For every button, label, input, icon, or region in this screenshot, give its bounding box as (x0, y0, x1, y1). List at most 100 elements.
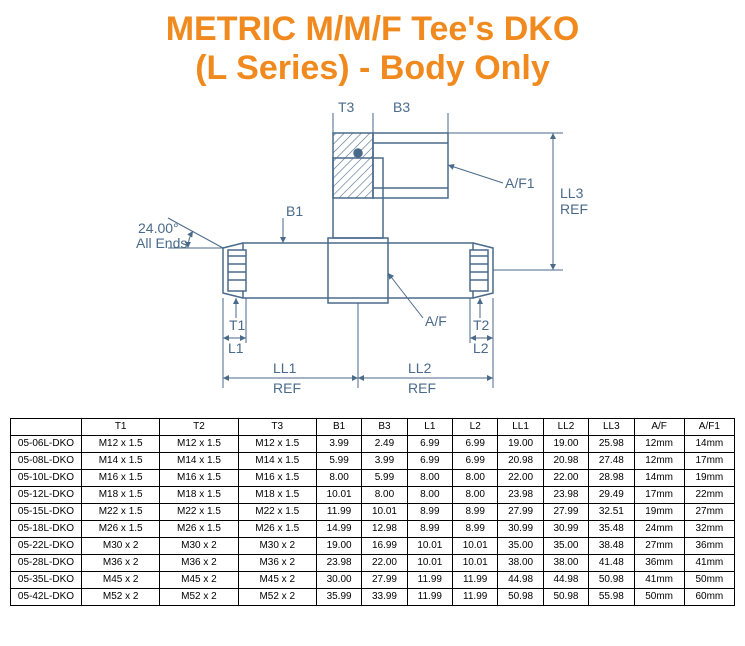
label-LL2-ref: REF (408, 380, 436, 396)
table-cell: M12 x 1.5 (160, 436, 238, 453)
table-cell: 22.00 (362, 555, 407, 572)
table-cell: 12.98 (362, 521, 407, 538)
table-row: 05-15L-DKOM22 x 1.5M22 x 1.5M22 x 1.511.… (11, 504, 735, 521)
table-cell: 8.00 (316, 470, 361, 487)
table-cell: 41.48 (589, 555, 634, 572)
table-cell: 10.01 (407, 555, 452, 572)
label-L1: L1 (228, 340, 244, 356)
table-cell: 20.98 (498, 453, 543, 470)
table-cell: M18 x 1.5 (238, 487, 316, 504)
table-cell: 8.00 (407, 470, 452, 487)
table-cell: 11.99 (453, 572, 498, 589)
table-cell: 05-08L-DKO (11, 453, 82, 470)
table-row: 05-42L-DKOM52 x 2M52 x 2M52 x 235.9933.9… (11, 589, 735, 606)
col-header: A/F1 (684, 419, 734, 436)
col-header: L2 (453, 419, 498, 436)
table-cell: 2.49 (362, 436, 407, 453)
col-header: LL2 (543, 419, 588, 436)
table-cell: M45 x 2 (82, 572, 160, 589)
table-cell: 10.01 (362, 504, 407, 521)
table-cell: 55.98 (589, 589, 634, 606)
table-cell: 05-15L-DKO (11, 504, 82, 521)
label-T2: T2 (473, 317, 490, 333)
table-cell: M45 x 2 (238, 572, 316, 589)
table-cell: M22 x 1.5 (160, 504, 238, 521)
table-cell: 05-22L-DKO (11, 538, 82, 555)
table-cell: 36mm (684, 538, 734, 555)
table-cell: 22mm (684, 487, 734, 504)
table-cell: M52 x 2 (82, 589, 160, 606)
table-cell: 44.98 (543, 572, 588, 589)
table-cell: 29.49 (589, 487, 634, 504)
table-cell: 30.00 (316, 572, 361, 589)
table-cell: M52 x 2 (160, 589, 238, 606)
table-cell: 14.99 (316, 521, 361, 538)
table-cell: 27mm (634, 538, 684, 555)
col-header: B3 (362, 419, 407, 436)
table-cell: 27.99 (498, 504, 543, 521)
table-cell: 05-18L-DKO (11, 521, 82, 538)
table-cell: 6.99 (407, 436, 452, 453)
table-cell: 20.98 (543, 453, 588, 470)
table-cell: 28.98 (589, 470, 634, 487)
table-cell: M45 x 2 (160, 572, 238, 589)
table-cell: 22.00 (543, 470, 588, 487)
label-angle: 24.00° (138, 220, 179, 236)
table-row: 05-06L-DKOM12 x 1.5M12 x 1.5M12 x 1.53.9… (11, 436, 735, 453)
table-cell: 38.00 (543, 555, 588, 572)
table-cell: M36 x 2 (238, 555, 316, 572)
table-cell: 8.00 (407, 487, 452, 504)
col-header: T1 (82, 419, 160, 436)
table-cell: 05-28L-DKO (11, 555, 82, 572)
label-LL1: LL1 (273, 360, 297, 376)
table-cell: 11.99 (453, 589, 498, 606)
table-cell: 19.00 (316, 538, 361, 555)
table-cell: 35.00 (543, 538, 588, 555)
tee-diagram: 24.00° All Ends B1 T3 B3 A/F1 LL3 REF A/… (133, 98, 613, 408)
table-cell: 23.98 (498, 487, 543, 504)
table-cell: 10.01 (316, 487, 361, 504)
table-cell: M16 x 1.5 (238, 470, 316, 487)
table-row: 05-28L-DKOM36 x 2M36 x 2M36 x 223.9822.0… (11, 555, 735, 572)
col-header: B1 (316, 419, 361, 436)
label-LL3: LL3 (560, 185, 584, 201)
table-cell: 22.00 (498, 470, 543, 487)
table-row: 05-22L-DKOM30 x 2M30 x 2M30 x 219.0016.9… (11, 538, 735, 555)
table-cell: 17mm (634, 487, 684, 504)
table-cell: 6.99 (407, 453, 452, 470)
table-cell: M26 x 1.5 (82, 521, 160, 538)
table-cell: 30.99 (543, 521, 588, 538)
title-line2: (L Series) - Body Only (10, 49, 735, 88)
table-cell: 17mm (684, 453, 734, 470)
label-B1: B1 (286, 203, 303, 219)
table-cell: M12 x 1.5 (82, 436, 160, 453)
table-cell: 8.00 (453, 487, 498, 504)
table-cell: 50.98 (543, 589, 588, 606)
table-cell: 6.99 (453, 436, 498, 453)
table-cell: M14 x 1.5 (160, 453, 238, 470)
col-header: A/F (634, 419, 684, 436)
table-cell: 8.00 (362, 487, 407, 504)
table-cell: 05-42L-DKO (11, 589, 82, 606)
table-cell: M22 x 1.5 (238, 504, 316, 521)
table-cell: 27.99 (543, 504, 588, 521)
table-cell: M14 x 1.5 (82, 453, 160, 470)
label-B3: B3 (393, 99, 410, 115)
table-cell: 33.99 (362, 589, 407, 606)
table-cell: 10.01 (453, 538, 498, 555)
table-cell: 25.98 (589, 436, 634, 453)
table-cell: 8.00 (453, 470, 498, 487)
table-cell: 27.48 (589, 453, 634, 470)
table-cell: 44.98 (498, 572, 543, 589)
table-cell: M30 x 2 (82, 538, 160, 555)
table-cell: 16.99 (362, 538, 407, 555)
table-cell: 6.99 (453, 453, 498, 470)
label-LL3-ref: REF (560, 201, 588, 217)
table-cell: M36 x 2 (82, 555, 160, 572)
page-title: METRIC M/M/F Tee's DKO (L Series) - Body… (10, 10, 735, 88)
table-cell: 05-10L-DKO (11, 470, 82, 487)
table-row: 05-12L-DKOM18 x 1.5M18 x 1.5M18 x 1.510.… (11, 487, 735, 504)
col-header: T3 (238, 419, 316, 436)
label-L2: L2 (473, 340, 489, 356)
table-cell: M16 x 1.5 (160, 470, 238, 487)
